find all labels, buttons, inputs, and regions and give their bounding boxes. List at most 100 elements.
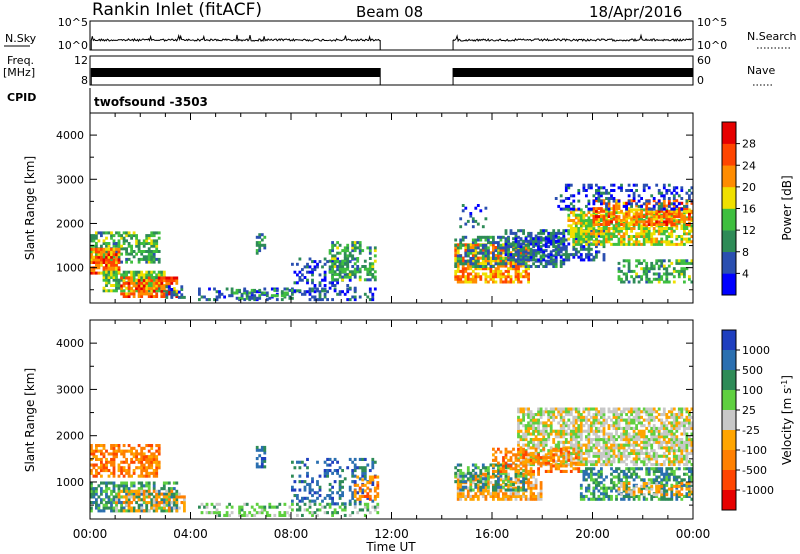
data-cell (130, 457, 133, 461)
data-cell (680, 267, 684, 271)
data-cell (665, 227, 669, 230)
data-cell (487, 262, 490, 266)
data-cell (142, 284, 146, 288)
data-cell (617, 435, 621, 439)
data-cell (275, 298, 279, 302)
data-cell (348, 298, 352, 302)
data-cell (595, 242, 598, 246)
data-cell (162, 276, 166, 280)
data-cell (569, 454, 573, 458)
data-cell (481, 243, 485, 247)
data-cell (157, 444, 161, 448)
data-cell (504, 488, 508, 492)
data-cell (592, 235, 596, 238)
data-cell (476, 251, 480, 255)
data-cell (145, 492, 149, 496)
data-cell (152, 239, 156, 243)
data-cell (150, 446, 154, 450)
data-cell (585, 449, 588, 453)
data-cell (524, 488, 528, 492)
data-cell (549, 239, 553, 243)
data-cell (552, 234, 556, 238)
data-cell (464, 267, 468, 271)
data-cell (507, 267, 510, 271)
data-cell (564, 250, 568, 254)
data-cell (110, 261, 113, 264)
data-cell (504, 492, 508, 496)
data-cell (590, 237, 593, 241)
data-cell (600, 202, 603, 206)
data-cell (537, 421, 540, 425)
data-cell (461, 235, 465, 239)
data-cell (454, 259, 458, 263)
data-cell (504, 477, 508, 481)
data-cell (539, 440, 543, 444)
data-cell (562, 426, 566, 430)
data-cell (524, 481, 528, 485)
data-cell (499, 478, 503, 482)
data-cell (336, 511, 339, 515)
data-cell (373, 489, 377, 493)
data-cell (152, 278, 156, 282)
data-cell (532, 249, 535, 253)
data-cell (537, 231, 540, 235)
data-cell (461, 474, 465, 478)
data-cell (361, 466, 365, 470)
data-cell (615, 429, 618, 433)
data-cell (240, 294, 244, 298)
data-cell (112, 471, 116, 475)
data-cell (474, 471, 478, 475)
data-cell (160, 270, 164, 274)
data-cell (612, 407, 616, 411)
data-cell (539, 407, 543, 411)
data-cell (260, 448, 264, 452)
data-cell (110, 471, 113, 475)
data-cell (318, 488, 322, 492)
data-cell (492, 246, 495, 249)
data-cell (645, 216, 649, 220)
data-cell (630, 235, 633, 238)
data-cell (600, 191, 603, 195)
data-cell (572, 211, 576, 215)
data-cell (585, 435, 588, 439)
data-cell (597, 227, 601, 230)
data-cell (554, 234, 558, 238)
data-cell (351, 471, 355, 475)
data-cell (125, 460, 128, 464)
data-cell (683, 280, 686, 284)
data-cell (107, 261, 111, 264)
data-cell (105, 266, 108, 270)
data-cell (675, 215, 679, 219)
data-cell (579, 235, 583, 238)
data-cell (140, 492, 144, 496)
data-cell (577, 255, 581, 259)
data-cell (600, 207, 603, 211)
data-cell (549, 413, 553, 417)
data-cell (172, 503, 176, 507)
data-cell (557, 446, 561, 450)
data-cell (547, 418, 551, 422)
data-cell (341, 249, 345, 253)
data-cell (640, 229, 643, 233)
data-cell (147, 234, 151, 238)
data-cell (507, 488, 510, 492)
data-cell (502, 264, 505, 268)
data-cell (95, 236, 98, 240)
data-cell (688, 275, 691, 279)
data-cell (132, 292, 136, 296)
data-cell (524, 272, 528, 276)
data-cell (569, 211, 573, 215)
data-cell (484, 477, 488, 481)
data-cell (336, 502, 339, 506)
data-cell (675, 212, 679, 216)
data-cell (122, 509, 126, 513)
data-cell (622, 212, 626, 216)
data-cell (326, 290, 329, 294)
data-cell (519, 254, 523, 258)
data-cell (675, 186, 679, 190)
data-cell (597, 421, 601, 425)
data-cell (519, 494, 523, 498)
data-cell (514, 234, 518, 238)
data-cell (605, 438, 608, 442)
data-cell (92, 495, 96, 499)
